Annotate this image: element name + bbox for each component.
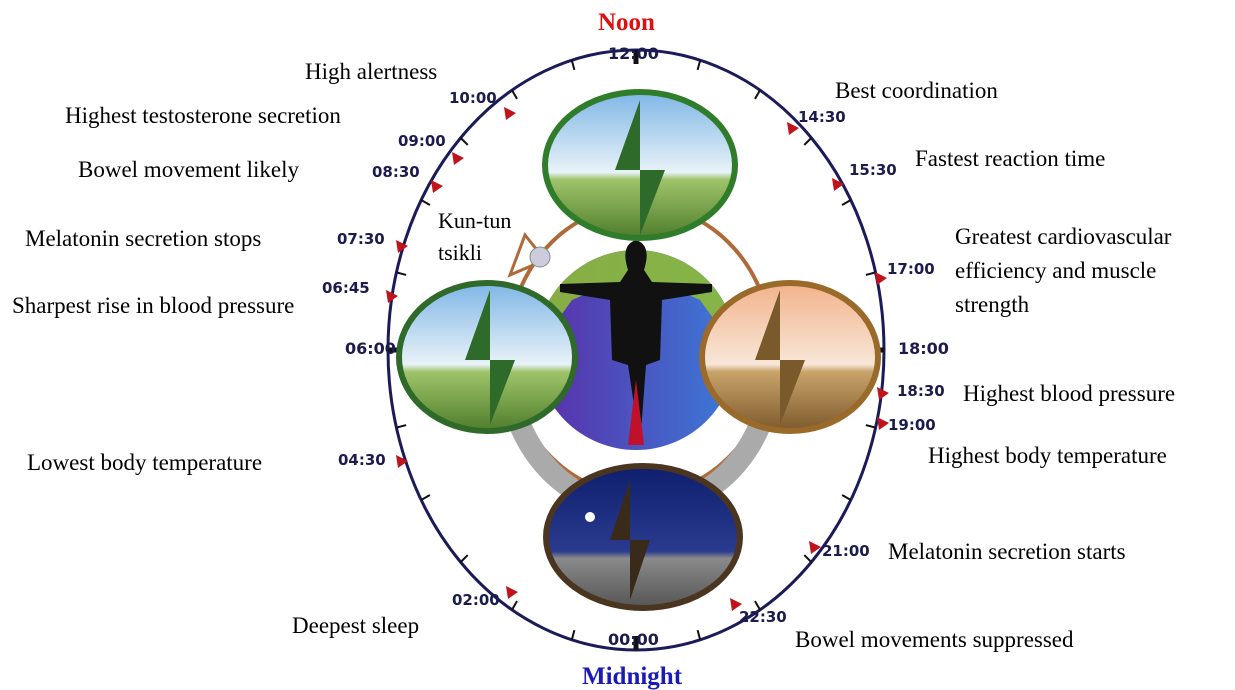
- event-label: High alertness: [305, 60, 437, 83]
- event-label: Melatonin secretion stops: [25, 227, 261, 250]
- event-label: Best coordination: [835, 79, 998, 102]
- event-label: Greatest cardiovascular efficiency and m…: [955, 220, 1225, 322]
- scene-dawn: [399, 283, 575, 431]
- clock-diagram: Noon Midnight Kun-tun tsikli 12:00 18:00 00:0…: [0, 0, 1235, 689]
- event-pin: [506, 586, 518, 599]
- tick: [755, 90, 760, 99]
- tick: [461, 138, 468, 145]
- tick: [866, 425, 876, 428]
- event-label: Sharpest rise in blood pressure: [12, 294, 294, 317]
- tick: [572, 60, 575, 70]
- tick: [461, 555, 468, 562]
- tick: [396, 425, 406, 428]
- event-time: 22:30: [739, 610, 787, 625]
- event-label: Highest body temperature: [928, 444, 1167, 467]
- event-time: 17:00: [887, 262, 935, 277]
- event-time: 14:30: [798, 110, 846, 125]
- cycle-label: Kun-tun tsikli: [438, 205, 538, 269]
- event-pin: [431, 180, 443, 193]
- event-time: 08:30: [372, 165, 420, 180]
- event-label: Fastest reaction time: [915, 147, 1105, 170]
- event-time: 21:00: [822, 544, 870, 559]
- event-pin: [452, 152, 464, 165]
- scene-night: [546, 466, 740, 608]
- scene-noon: [545, 92, 735, 238]
- midnight-label: Midnight: [582, 664, 682, 689]
- noon-label: Noon: [598, 10, 655, 35]
- event-pin: [875, 272, 887, 285]
- hour-mark: 00:00: [608, 632, 659, 648]
- event-time: 02:00: [452, 593, 500, 608]
- event-label: Highest testosterone secretion: [65, 104, 341, 127]
- tick: [421, 495, 430, 500]
- tick: [804, 555, 811, 562]
- tick: [804, 138, 811, 145]
- event-label: Deepest sleep: [292, 614, 419, 637]
- event-time: 06:45: [322, 281, 370, 296]
- event-label: Bowel movements suppressed: [795, 628, 1074, 651]
- tick: [512, 601, 517, 610]
- event-time: 10:00: [449, 91, 497, 106]
- event-label: Lowest body temperature: [27, 451, 262, 474]
- tick: [842, 495, 851, 500]
- event-label: Bowel movement likely: [78, 158, 299, 181]
- tick: [698, 60, 701, 70]
- event-label: Melatonin secretion starts: [888, 540, 1126, 563]
- scene-dusk: [702, 283, 878, 431]
- hour-mark: 06:00: [345, 341, 396, 357]
- tick: [698, 630, 701, 640]
- event-pin: [504, 107, 516, 120]
- tick: [421, 200, 430, 205]
- event-time: 09:00: [398, 134, 446, 149]
- event-time: 07:30: [337, 232, 385, 247]
- tick: [572, 630, 575, 640]
- event-time: 04:30: [338, 453, 386, 468]
- tick: [842, 200, 851, 205]
- event-time: 19:00: [888, 418, 936, 433]
- tick: [512, 90, 517, 99]
- event-label: Highest blood pressure: [963, 382, 1175, 405]
- event-time: 18:30: [897, 384, 945, 399]
- hour-mark: 12:00: [608, 46, 659, 62]
- event-time: 15:30: [849, 163, 897, 178]
- tick: [866, 272, 876, 275]
- hour-mark: 18:00: [898, 341, 949, 357]
- tick: [396, 272, 406, 275]
- event-pin: [832, 178, 844, 191]
